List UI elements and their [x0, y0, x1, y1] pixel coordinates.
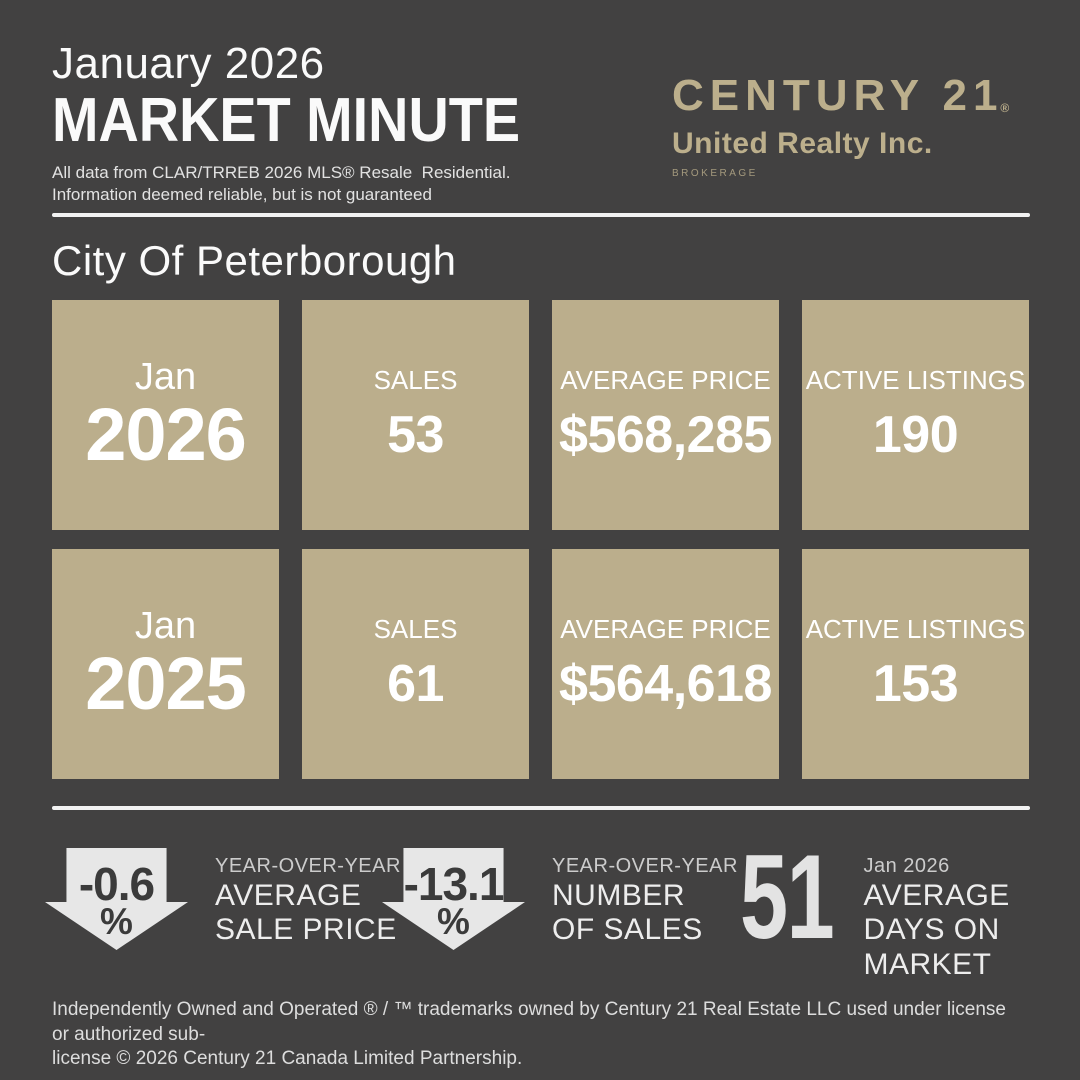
- yoy-eyebrow: Jan 2026: [863, 855, 950, 877]
- active-listings-card: ACTIVE LISTINGS 190: [802, 300, 1029, 530]
- footer-line: Independently Owned and Operated ® / ™ t…: [52, 999, 1006, 1045]
- yoy-line: SALE PRICE: [215, 913, 397, 947]
- office-name: United Realty Inc.: [672, 127, 933, 160]
- yoy-line: AVERAGE: [215, 879, 362, 912]
- average-price-card: AVERAGE PRICE $564,618: [552, 549, 779, 779]
- yoy-average-sale-price: -0.6 % YEAR-OVER-YEAR AVERAGE SALE PRICE: [45, 848, 401, 950]
- stat-value: $564,618: [559, 654, 772, 713]
- page-title: MARKET MINUTE: [52, 86, 521, 156]
- sales-card: SALES 61: [302, 549, 529, 779]
- stat-value: $568,285: [559, 405, 772, 464]
- stat-label: AVERAGE PRICE: [560, 614, 771, 645]
- brokerage-label: BROKERAGE: [672, 168, 758, 179]
- region-title: City Of Peterborough: [52, 237, 457, 284]
- yoy-number-of-sales: -13.1 % YEAR-OVER-YEAR NUMBER OF SALES: [382, 848, 738, 950]
- stat-value: 190: [872, 405, 959, 464]
- stat-label: AVERAGE PRICE: [560, 365, 771, 396]
- legal-footer: Independently Owned and Operated ® / ™ t…: [52, 998, 1012, 1072]
- data-source-disclaimer: All data from CLAR/TRREB 2026 MLS® Resal…: [52, 162, 572, 205]
- registered-trademark-icon: ®: [1000, 101, 1010, 115]
- stat-label: SALES: [373, 365, 458, 396]
- card-month: Jan: [134, 356, 197, 399]
- report-period: January 2026: [52, 39, 325, 88]
- brand-text: CENTURY 21: [672, 71, 1004, 120]
- stats-row-2025: Jan 2025 SALES 61 AVERAGE PRICE $564,618…: [52, 549, 1029, 779]
- average-price-card: AVERAGE PRICE $568,285: [552, 300, 779, 530]
- percent-sign: %: [437, 901, 470, 942]
- days-on-market-value-wrap: 51: [740, 837, 869, 981]
- header: January 2026 MARKET MINUTE All data from…: [52, 39, 572, 205]
- down-arrow-icon: -0.6 %: [45, 848, 188, 950]
- yoy-label: YEAR-OVER-YEAR NUMBER OF SALES: [552, 848, 738, 950]
- yoy-line: OF SALES: [552, 913, 703, 947]
- down-arrow-icon: -13.1 %: [382, 848, 525, 950]
- average-days-on-market: 51 Jan 2026 AVERAGE DAYS ON MARKET: [740, 837, 1010, 981]
- yoy-line: AVERAGE: [863, 879, 1010, 912]
- sales-card: SALES 53: [302, 300, 529, 530]
- disclaimer-line: All data from CLAR/TRREB 2026 MLS® Resal…: [52, 163, 511, 183]
- yoy-eyebrow: YEAR-OVER-YEAR: [215, 855, 401, 877]
- yoy-line: DAYS ON: [863, 913, 1000, 947]
- header-divider: [52, 213, 1030, 217]
- year-card: Jan 2026: [52, 300, 279, 530]
- century21-logo: CENTURY 21® United Realty Inc. BROKERAGE: [672, 74, 1012, 180]
- active-listings-card: ACTIVE LISTINGS 153: [802, 549, 1029, 779]
- yoy-value: -13.1: [403, 858, 505, 910]
- stats-divider: [52, 806, 1030, 810]
- card-year: 2026: [85, 392, 247, 476]
- stat-value: 61: [387, 654, 444, 713]
- stat-value: 53: [387, 405, 444, 464]
- yoy-value: -0.6: [78, 858, 155, 910]
- brand-name: CENTURY 21®: [672, 74, 1012, 118]
- card-month: Jan: [134, 605, 197, 648]
- stat-label: ACTIVE LISTINGS: [805, 614, 1026, 645]
- stat-label: ACTIVE LISTINGS: [805, 365, 1026, 396]
- footer-line: license © 2026 Century 21 Canada Limited…: [52, 1048, 523, 1070]
- yoy-label: YEAR-OVER-YEAR AVERAGE SALE PRICE: [215, 848, 401, 950]
- yoy-eyebrow: YEAR-OVER-YEAR: [552, 855, 738, 877]
- yoy-label: Jan 2026 AVERAGE DAYS ON MARKET: [863, 848, 1009, 981]
- card-year: 2025: [85, 641, 247, 725]
- days-on-market-value: 51: [740, 830, 835, 964]
- year-card: Jan 2025: [52, 549, 279, 779]
- yoy-line: NUMBER: [552, 879, 686, 912]
- disclaimer-line: Information deemed reliable, but is not …: [52, 184, 432, 204]
- percent-sign: %: [100, 901, 133, 942]
- stat-label: SALES: [373, 614, 458, 645]
- stat-value: 153: [872, 654, 959, 713]
- yoy-line: MARKET: [863, 947, 992, 981]
- stats-row-2026: Jan 2026 SALES 53 AVERAGE PRICE $568,285…: [52, 300, 1029, 530]
